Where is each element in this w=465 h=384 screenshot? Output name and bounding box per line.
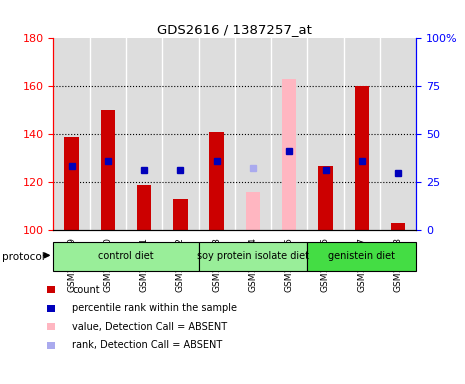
Bar <box>235 38 271 230</box>
Text: value, Detection Call = ABSENT: value, Detection Call = ABSENT <box>72 322 227 332</box>
Bar <box>199 242 307 271</box>
Bar <box>100 110 115 230</box>
Text: control diet: control diet <box>98 251 154 262</box>
Bar <box>307 38 344 230</box>
Bar <box>173 199 188 230</box>
Text: count: count <box>72 285 100 295</box>
Bar <box>380 38 416 230</box>
Bar <box>126 38 162 230</box>
Title: GDS2616 / 1387257_at: GDS2616 / 1387257_at <box>157 23 312 36</box>
Bar <box>307 242 416 271</box>
Bar <box>318 166 333 230</box>
Bar <box>199 38 235 230</box>
Bar <box>137 185 152 230</box>
Bar <box>271 38 307 230</box>
Bar <box>53 242 199 271</box>
Bar <box>162 38 199 230</box>
Bar <box>209 132 224 230</box>
Bar <box>354 86 369 230</box>
Text: genistein diet: genistein diet <box>328 251 395 262</box>
Bar <box>90 38 126 230</box>
Bar <box>344 38 380 230</box>
Text: percentile rank within the sample: percentile rank within the sample <box>72 303 237 313</box>
Bar <box>64 137 79 230</box>
Bar <box>53 38 90 230</box>
Bar <box>246 192 260 230</box>
Text: rank, Detection Call = ABSENT: rank, Detection Call = ABSENT <box>72 340 222 350</box>
Text: protocol: protocol <box>2 252 45 262</box>
Text: soy protein isolate diet: soy protein isolate diet <box>197 251 309 262</box>
Bar <box>282 79 297 230</box>
Bar <box>391 223 405 230</box>
